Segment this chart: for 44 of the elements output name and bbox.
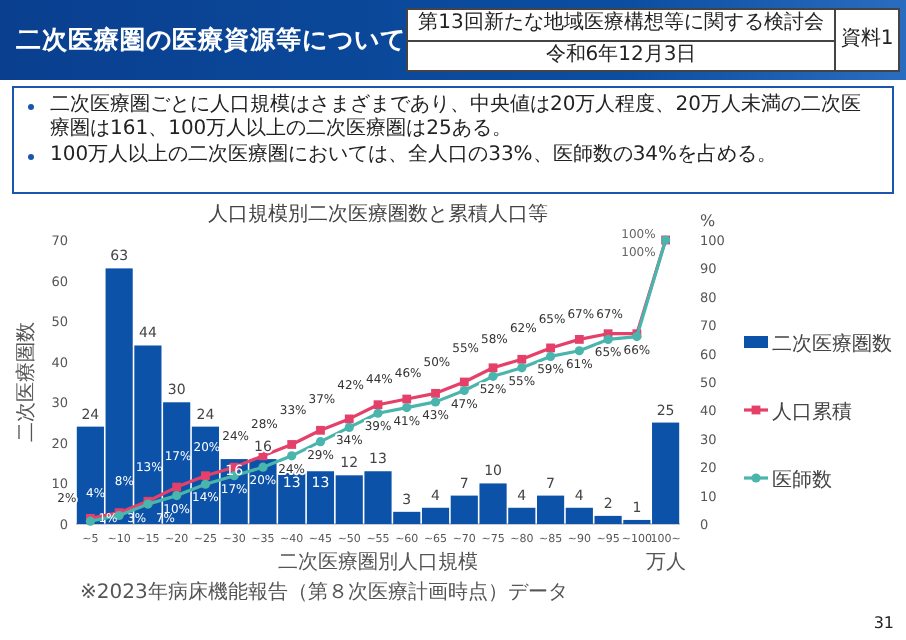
point [373, 400, 383, 410]
point [344, 422, 354, 433]
chart-title: 人口規模別二次医療圏数と累積人口等 [208, 202, 548, 226]
legend-label: 医師数 [772, 468, 832, 492]
point [517, 354, 527, 364]
point [431, 388, 440, 398]
point [488, 363, 498, 373]
legend-label: 人口累積 [772, 400, 852, 424]
point [402, 394, 412, 404]
point [488, 371, 498, 381]
point [459, 385, 469, 396]
point [287, 451, 297, 461]
text: ※2023年病床機能報告（第８次医療計画時点）データ [80, 580, 568, 604]
x-axis-title: 二次医療圏別人口規模 [278, 550, 478, 574]
point [172, 482, 182, 492]
point [517, 363, 527, 373]
point [402, 402, 412, 413]
point [546, 343, 555, 353]
text: 第13回新たな地域医療構想等に関する検討会 [416, 10, 826, 38]
point [344, 414, 354, 424]
point [373, 408, 383, 418]
point [574, 335, 584, 344]
point [201, 471, 210, 481]
point [287, 440, 297, 449]
text: 100万人以上の二次医療圏においては、全人口の33%、医師数の34%を占める。 [50, 144, 780, 168]
y-axis-title: 二次医療圏数 [14, 322, 38, 442]
point [459, 377, 469, 387]
legend-label: 二次医療圏数 [772, 332, 892, 356]
point [315, 437, 326, 447]
point [603, 334, 613, 344]
text: 万人 [645, 552, 686, 574]
text: 二次医療圏の医療資源等について [16, 24, 406, 58]
point [172, 491, 182, 501]
point [545, 351, 556, 362]
text: 資料1 [838, 25, 896, 54]
text: 二次医療圏ごとに人口規模はさまざまであり、中央値は20万人程度、20万人未満の二次医療圏は161、100万人以上の二次医療圏は25ある。 [50, 94, 863, 142]
text: 令和6年12月3日 [543, 42, 699, 70]
point [200, 479, 211, 489]
text: 31 [873, 614, 894, 632]
point [258, 462, 268, 472]
point [574, 346, 584, 356]
point [316, 425, 325, 435]
y2-axis-title: % [700, 212, 716, 230]
point [430, 397, 441, 407]
